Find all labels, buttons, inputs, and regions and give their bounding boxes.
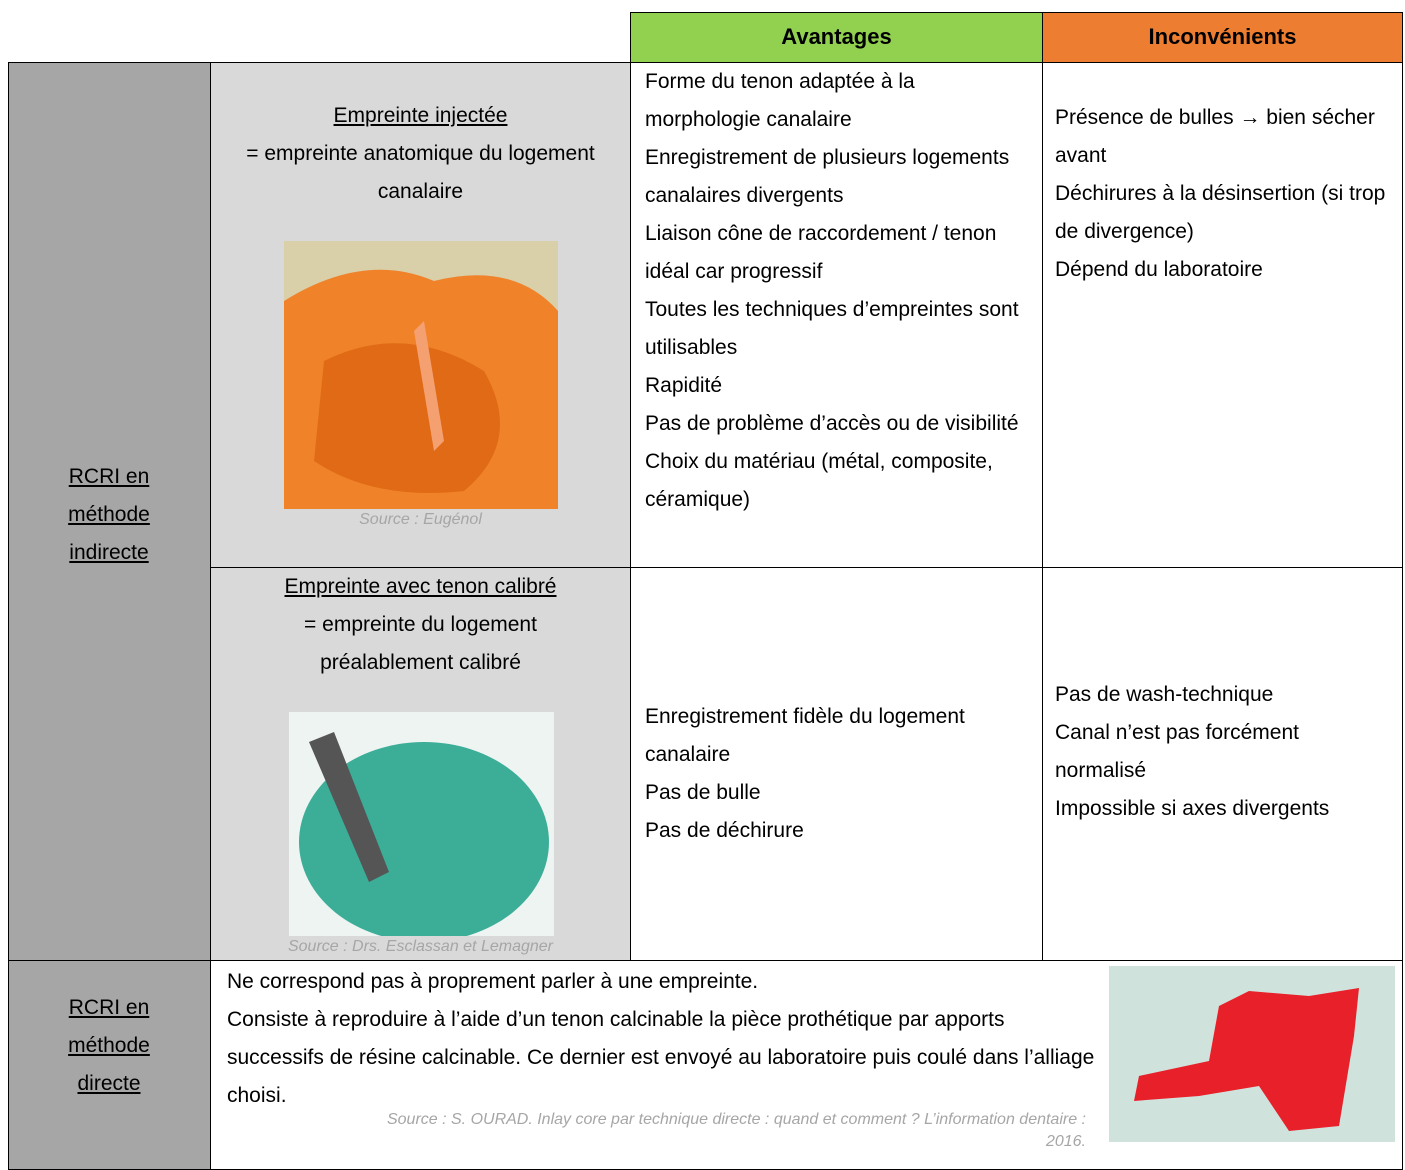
source: Source : Eugénol (359, 511, 482, 528)
paragraph: Ne correspond pas à proprement parler à … (227, 970, 759, 993)
advantage-item: Enregistrement fidèle du logement canala… (645, 705, 965, 766)
source: Source : S. OURAD. Inlay core par techni… (386, 1111, 1086, 1150)
method-cell: RCRI en méthode directe (8, 960, 211, 1170)
disadvantage-item: Présence de bulles → bien sécher avant (1055, 106, 1375, 167)
photo (289, 712, 554, 936)
disadvantage-item: Pas de wash-technique (1055, 683, 1274, 706)
header-disadvantages: Inconvénients (1042, 12, 1403, 63)
disadvantage-item: Impossible si axes divergents (1055, 797, 1330, 820)
method-label: RCRI en méthode indirecte (68, 465, 150, 564)
technique-cell: Empreinte avec tenon calibré = empreinte… (210, 567, 631, 961)
advantage-item: Pas de problème d’accès ou de visibilité (645, 412, 1019, 435)
method-cell: RCRI en méthode indirecte (8, 62, 211, 961)
photo (1109, 966, 1395, 1142)
technique-description: = empreinte anatomique du logement canal… (246, 142, 595, 203)
advantage-item: Forme du tenon adaptée à la morphologie … (645, 70, 915, 131)
photo (284, 241, 558, 509)
advantage-item: Rapidité (645, 374, 723, 397)
technique-title: Empreinte injectée (333, 104, 508, 127)
advantage-item: Enregistrement de plusieurs logements ca… (645, 146, 1010, 207)
disadvantages-cell: Pas de wash-technique Canal n’est pas for… (1042, 567, 1403, 961)
paragraph: Consiste à reproduire à l’aide d’un teno… (227, 1008, 1095, 1107)
disadvantages-cell: Présence de bulles → bien sécher avant Dé… (1042, 62, 1403, 568)
direct-text: Ne correspond pas à proprement parler à … (227, 963, 1097, 1115)
advantage-item: Choix du matériau (métal, composite, cér… (645, 450, 993, 511)
method-label: RCRI en méthode directe (68, 996, 150, 1095)
header-advantages: Avantages (630, 12, 1043, 63)
advantage-item: Pas de déchirure (645, 819, 804, 842)
source: Source : Drs. Esclassan et Lemagner (287, 938, 553, 955)
disadvantage-item: Dépend du laboratoire (1055, 258, 1263, 281)
technique-description: = empreinte du logement préalablement ca… (304, 613, 537, 674)
advantages-cell: Forme du tenon adaptée à la morphologie … (630, 62, 1043, 568)
technique-title: Empreinte avec tenon calibré (284, 575, 557, 598)
advantage-item: Pas de bulle (645, 781, 761, 804)
advantage-item: Toutes les techniques d’empreintes sont … (645, 298, 1019, 359)
disadvantage-item: Déchirures à la désinsertion (si trop de… (1055, 182, 1386, 243)
technique-cell: Empreinte injectée = empreinte anatomiqu… (210, 62, 631, 568)
advantages-cell: Enregistrement fidèle du logement canala… (630, 567, 1043, 961)
direct-cell: Ne correspond pas à proprement parler à … (210, 960, 1403, 1170)
advantage-item: Liaison cône de raccordement / tenon idé… (645, 222, 997, 283)
disadvantage-item: Canal n’est pas forcément normalisé (1055, 721, 1299, 782)
